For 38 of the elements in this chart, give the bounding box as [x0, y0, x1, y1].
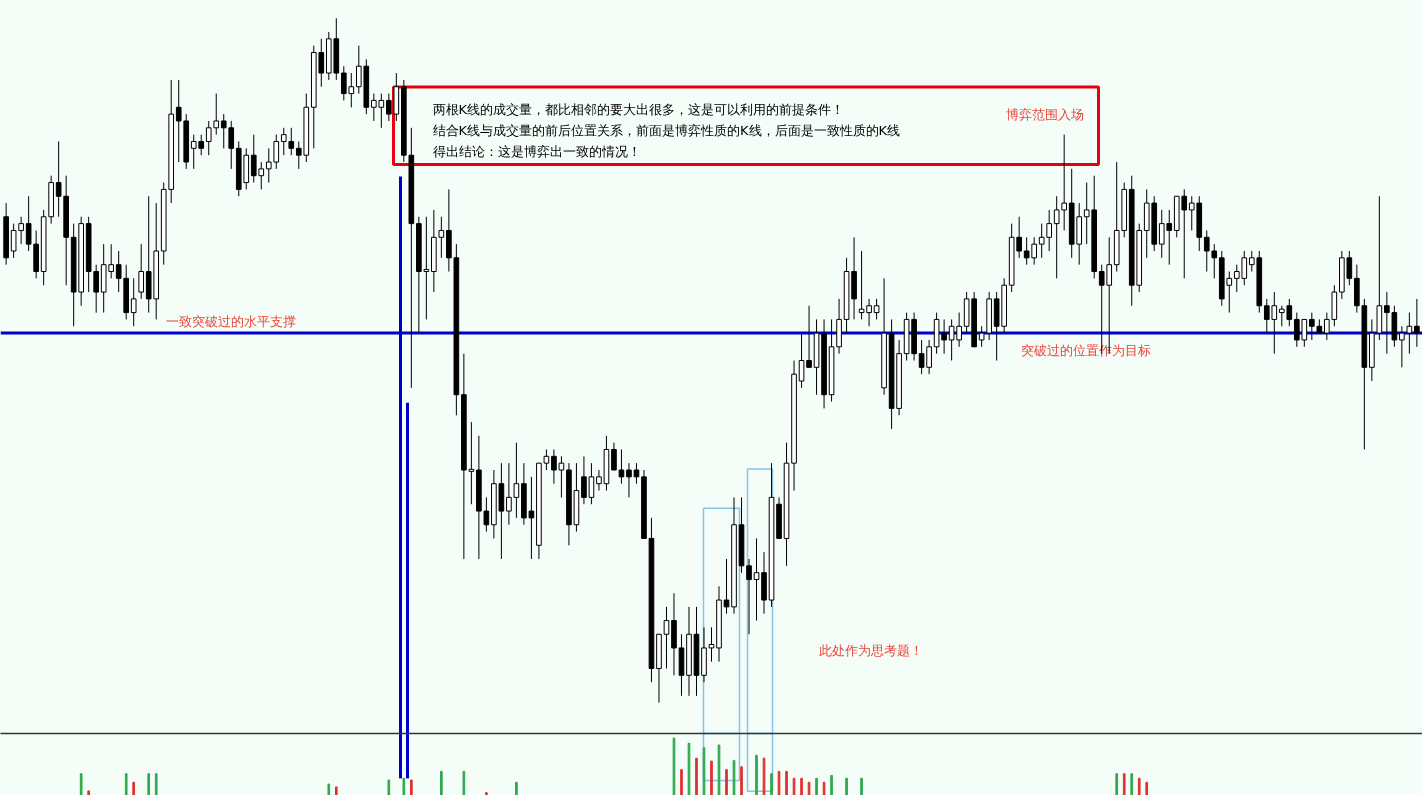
- candlestick: [746, 558, 752, 635]
- candlestick: [1211, 243, 1218, 279]
- annotation: 得出结论：这是博弈出一致的情况！: [432, 144, 641, 160]
- annotation: 此处作为思考题！: [818, 643, 923, 659]
- candlestick: [220, 113, 227, 149]
- candlestick: [723, 558, 730, 615]
- candlestick: [543, 448, 550, 471]
- candlestick: [265, 147, 272, 184]
- candlestick: [1053, 195, 1060, 279]
- candlestick: [228, 120, 235, 170]
- candlestick: [438, 216, 445, 259]
- candlestick: [25, 195, 32, 252]
- candlestick: [205, 120, 212, 156]
- candlestick: [130, 277, 137, 327]
- candlestick: [175, 79, 182, 163]
- candlestick: [483, 496, 490, 533]
- candlestick: [1406, 312, 1413, 355]
- candlestick: [873, 298, 880, 320]
- annotation: 两根K线的成交量，都比相邻的要大出很多，这是可以利用的前提条件！: [432, 102, 845, 118]
- annotation: 结合K线与成交量的前后位置关系，前面是博弈性质的K线，后面是一致性质的K线: [432, 123, 901, 139]
- candlestick: [663, 606, 670, 669]
- candlestick: [273, 134, 280, 170]
- annotation: 突破过的位置作为目标: [1020, 343, 1151, 359]
- candlestick: [55, 140, 62, 218]
- candlestick: [1414, 298, 1420, 348]
- candlestick: [978, 325, 985, 348]
- candlestick: [506, 462, 512, 526]
- candlestick: [1203, 229, 1210, 273]
- candlestick: [513, 442, 520, 519]
- candlestick: [1061, 134, 1068, 231]
- candlestick: [611, 442, 617, 471]
- candlestick: [213, 93, 220, 136]
- candlestick: [1399, 325, 1405, 368]
- candlestick: [618, 448, 625, 485]
- candlestick: [708, 626, 715, 663]
- annotation: 博弈范围入场: [1005, 107, 1084, 123]
- ref-line-label: 一致突破过的水平支撑: [165, 314, 296, 330]
- candlestick: [138, 243, 145, 300]
